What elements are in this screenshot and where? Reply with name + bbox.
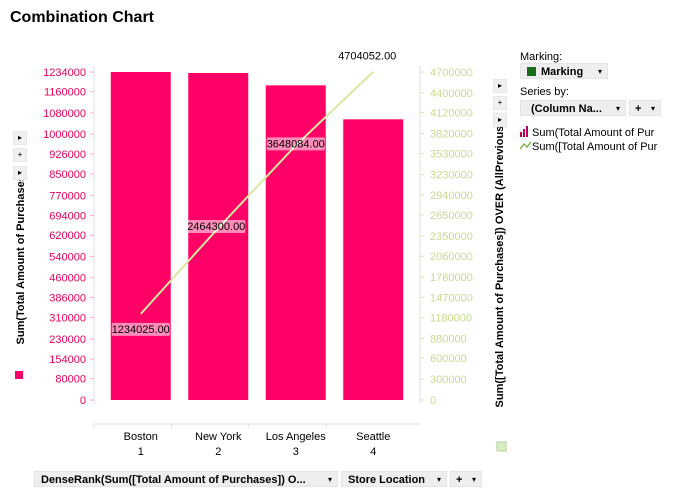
- y2-tick-label: 4700000: [430, 67, 473, 79]
- legend-item-line[interactable]: Sum([Total Amount of Pur: [520, 140, 670, 153]
- y-tick-label: 1160000: [44, 87, 86, 99]
- data-label-bg: [338, 49, 397, 63]
- y-tick-label: 694000: [49, 211, 86, 223]
- y2-axis-menu-button[interactable]: ▸: [493, 113, 507, 127]
- data-label: 4704052.00: [338, 51, 396, 63]
- y-tick-label: 386000: [49, 292, 86, 304]
- chevron-down-icon: ▾: [436, 475, 441, 484]
- cumulative-line: [140, 70, 374, 315]
- y-tick-label: 154000: [49, 354, 86, 366]
- series-by-dropdown[interactable]: (Column Na... ▾: [520, 100, 626, 116]
- y-tick-label: 460000: [49, 273, 86, 285]
- legend-label: Sum([Total Amount of Pur: [532, 141, 658, 153]
- y-tick-label: 540000: [49, 251, 86, 263]
- y-tick-label: 230000: [49, 334, 86, 346]
- y-axis-expand-button[interactable]: ▸: [13, 131, 27, 145]
- y2-tick-label: 3230000: [430, 170, 473, 182]
- marking-value: Marking: [541, 66, 584, 78]
- data-label: 1234025.00: [112, 324, 170, 336]
- marking-label: Marking:: [520, 51, 563, 63]
- y2-tick-label: 1180000: [430, 313, 472, 325]
- y2-tick-label: 880000: [430, 334, 467, 346]
- bar-boston: [110, 71, 171, 401]
- y2-axis-add-button[interactable]: +: [493, 96, 507, 110]
- y2-tick-label: 2940000: [430, 190, 473, 202]
- store-location-value: Store Location: [348, 474, 426, 486]
- data-label-bg: [111, 322, 170, 336]
- legend-item-bar[interactable]: Sum(Total Amount of Pur: [520, 126, 670, 139]
- line-series-icon: [520, 141, 532, 150]
- chevron-down-icon: ▾: [650, 104, 655, 113]
- y2-tick-label: 2060000: [430, 251, 473, 263]
- y-tick-label: 850000: [49, 169, 86, 181]
- y2-tick-label: 4120000: [430, 107, 473, 119]
- y2-tick-label: 1470000: [430, 292, 473, 304]
- x-tick-label: Boston: [124, 431, 158, 443]
- y-tick-label: 1000000: [43, 129, 86, 141]
- y2-axis-color-swatch: [496, 441, 507, 452]
- y2-tick-label: 1760000: [430, 272, 473, 284]
- x-tick-label: Los Angeles: [266, 431, 326, 443]
- y2-tick-label: 3530000: [430, 149, 473, 161]
- y-tick-label: 1080000: [43, 108, 86, 120]
- data-label: 2464300.00: [187, 221, 245, 233]
- y2-tick-label: 2350000: [430, 231, 473, 243]
- y-tick-label: 926000: [49, 149, 86, 161]
- x-axis-add-button[interactable]: + ▾: [450, 471, 482, 487]
- store-location-dropdown[interactable]: Store Location ▾: [341, 471, 447, 487]
- y-axis-menu-button[interactable]: ▸: [13, 166, 27, 180]
- y2-tick-label: 4400000: [430, 88, 473, 100]
- y2-tick-label: 3820000: [430, 128, 473, 140]
- y2-tick-label: 0: [430, 395, 436, 407]
- x-axis-selector-value: DenseRank(Sum([Total Amount of Purchases…: [41, 474, 306, 486]
- y2-tick-label: 300000: [430, 374, 467, 386]
- plus-icon: +: [456, 474, 463, 486]
- x-rank-label: 2: [215, 446, 221, 458]
- x-tick-label: New York: [195, 431, 242, 443]
- bar-seattle: [343, 119, 404, 400]
- marking-dropdown[interactable]: Marking ▾: [520, 63, 608, 79]
- y-tick-label: 620000: [49, 230, 86, 242]
- y2-tick-label: 2650000: [430, 210, 473, 222]
- legend-label: Sum(Total Amount of Pur: [532, 127, 655, 139]
- data-label-bg: [187, 220, 246, 234]
- x-rank-label: 4: [370, 446, 376, 458]
- x-axis-selector-dropdown[interactable]: DenseRank(Sum([Total Amount of Purchases…: [34, 471, 338, 487]
- chevron-down-icon: ▾: [615, 104, 620, 113]
- y-axis-add-button[interactable]: +: [13, 148, 27, 162]
- series-by-value: (Column Na...: [531, 103, 602, 115]
- chevron-down-icon: ▾: [471, 475, 476, 484]
- y-tick-label: 1234000: [43, 67, 86, 79]
- chart-title: Combination Chart: [10, 9, 154, 26]
- y-axis-color-swatch: [15, 371, 23, 379]
- y2-axis-expand-button[interactable]: ▸: [493, 79, 507, 93]
- bar-los-angeles: [265, 85, 326, 400]
- y-tick-label: 0: [80, 395, 86, 407]
- plus-icon: +: [635, 103, 642, 115]
- bar-new-york: [188, 72, 249, 400]
- x-rank-label: 1: [138, 446, 144, 458]
- x-rank-label: 3: [293, 446, 299, 458]
- data-label-bg: [266, 137, 325, 151]
- series-by-add-button[interactable]: + ▾: [629, 100, 661, 116]
- data-label: 3648084.00: [267, 138, 325, 150]
- y-tick-label: 770000: [49, 190, 86, 202]
- marking-color-icon: [527, 67, 536, 76]
- y2-tick-label: 600000: [430, 353, 467, 365]
- y2-axis-title: Sum([Total Amount of Purchases]) OVER (A…: [494, 117, 506, 408]
- y-axis-title: Sum(Total Amount of Purchases): [15, 171, 27, 344]
- bar-series-icon: [520, 126, 528, 137]
- x-tick-label: Seattle: [356, 431, 390, 443]
- chevron-down-icon: ▾: [597, 67, 602, 76]
- y-tick-label: 80000: [55, 374, 86, 386]
- y-tick-label: 310000: [49, 313, 86, 325]
- series-by-label: Series by:: [520, 86, 569, 98]
- chevron-down-icon: ▾: [327, 475, 332, 484]
